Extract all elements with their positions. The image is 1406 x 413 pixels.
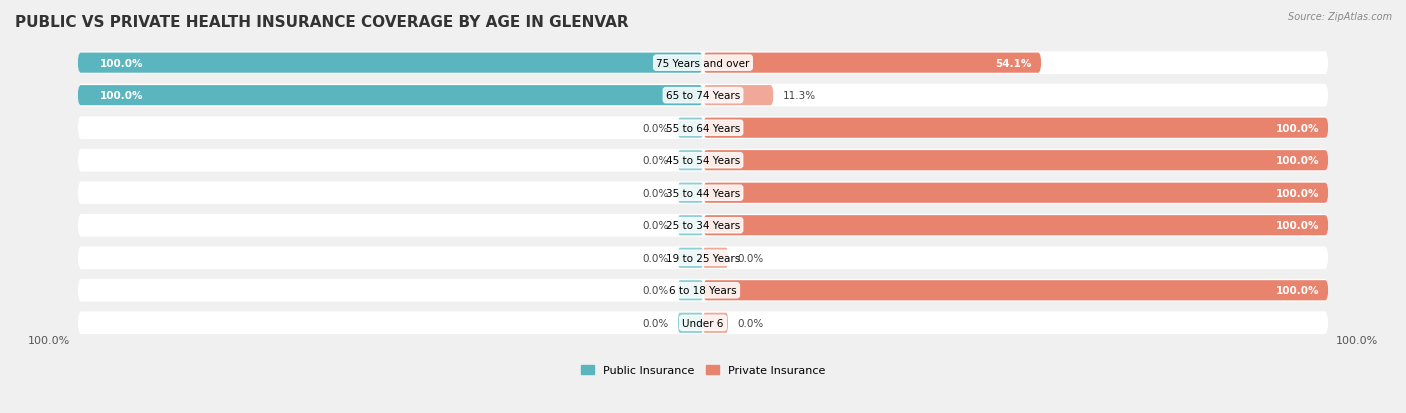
Text: 100.0%: 100.0%	[100, 59, 143, 69]
Text: 65 to 74 Years: 65 to 74 Years	[666, 91, 740, 101]
Text: 0.0%: 0.0%	[643, 221, 669, 231]
FancyBboxPatch shape	[77, 85, 1329, 107]
Text: 100.0%: 100.0%	[1275, 188, 1319, 198]
FancyBboxPatch shape	[678, 313, 703, 333]
FancyBboxPatch shape	[678, 151, 703, 171]
Text: 25 to 34 Years: 25 to 34 Years	[666, 221, 740, 231]
FancyBboxPatch shape	[77, 150, 1329, 172]
FancyBboxPatch shape	[77, 182, 1329, 204]
FancyBboxPatch shape	[77, 247, 1329, 270]
FancyBboxPatch shape	[703, 280, 1329, 301]
FancyBboxPatch shape	[703, 248, 728, 268]
Text: 19 to 25 Years: 19 to 25 Years	[666, 253, 740, 263]
Text: 6 to 18 Years: 6 to 18 Years	[669, 285, 737, 296]
Text: 0.0%: 0.0%	[737, 253, 763, 263]
FancyBboxPatch shape	[77, 117, 1329, 140]
FancyBboxPatch shape	[77, 312, 1329, 335]
FancyBboxPatch shape	[77, 53, 703, 74]
FancyBboxPatch shape	[703, 313, 728, 333]
FancyBboxPatch shape	[678, 248, 703, 268]
FancyBboxPatch shape	[678, 118, 703, 138]
Legend: Public Insurance, Private Insurance: Public Insurance, Private Insurance	[576, 361, 830, 380]
Text: Source: ZipAtlas.com: Source: ZipAtlas.com	[1288, 12, 1392, 22]
Text: 100.0%: 100.0%	[1275, 221, 1319, 231]
FancyBboxPatch shape	[77, 86, 703, 106]
FancyBboxPatch shape	[703, 86, 773, 106]
Text: PUBLIC VS PRIVATE HEALTH INSURANCE COVERAGE BY AGE IN GLENVAR: PUBLIC VS PRIVATE HEALTH INSURANCE COVER…	[15, 15, 628, 30]
Text: 0.0%: 0.0%	[643, 285, 669, 296]
Text: 11.3%: 11.3%	[783, 91, 817, 101]
FancyBboxPatch shape	[678, 280, 703, 301]
FancyBboxPatch shape	[77, 279, 1329, 302]
Text: 45 to 54 Years: 45 to 54 Years	[666, 156, 740, 166]
FancyBboxPatch shape	[77, 52, 1329, 75]
FancyBboxPatch shape	[77, 214, 1329, 237]
Text: 55 to 64 Years: 55 to 64 Years	[666, 123, 740, 133]
Text: 100.0%: 100.0%	[28, 335, 70, 345]
Text: Under 6: Under 6	[682, 318, 724, 328]
Text: 0.0%: 0.0%	[643, 253, 669, 263]
FancyBboxPatch shape	[703, 118, 1329, 138]
Text: 75 Years and over: 75 Years and over	[657, 59, 749, 69]
Text: 0.0%: 0.0%	[737, 318, 763, 328]
Text: 35 to 44 Years: 35 to 44 Years	[666, 188, 740, 198]
FancyBboxPatch shape	[678, 183, 703, 203]
Text: 100.0%: 100.0%	[1336, 335, 1378, 345]
FancyBboxPatch shape	[703, 151, 1329, 171]
Text: 100.0%: 100.0%	[1275, 285, 1319, 296]
FancyBboxPatch shape	[703, 216, 1329, 236]
Text: 0.0%: 0.0%	[643, 156, 669, 166]
Text: 0.0%: 0.0%	[643, 318, 669, 328]
Text: 0.0%: 0.0%	[643, 188, 669, 198]
Text: 0.0%: 0.0%	[643, 123, 669, 133]
Text: 100.0%: 100.0%	[1275, 156, 1319, 166]
FancyBboxPatch shape	[678, 216, 703, 236]
Text: 100.0%: 100.0%	[100, 91, 143, 101]
FancyBboxPatch shape	[703, 53, 1042, 74]
FancyBboxPatch shape	[703, 183, 1329, 203]
Text: 100.0%: 100.0%	[1275, 123, 1319, 133]
Text: 54.1%: 54.1%	[995, 59, 1032, 69]
